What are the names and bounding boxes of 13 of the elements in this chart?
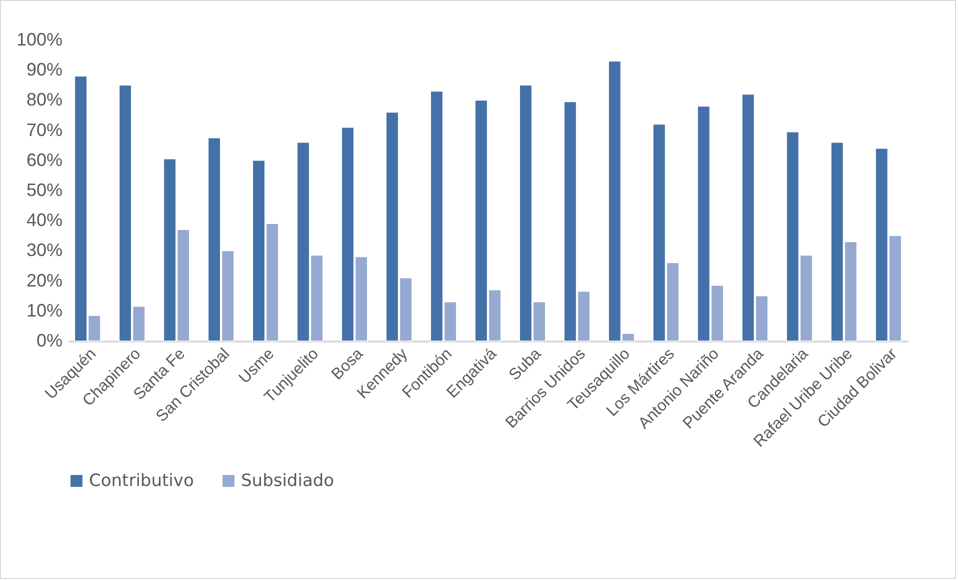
y-tick-label: 100% (16, 30, 62, 50)
y-tick-label: 90% (26, 60, 62, 80)
legend-label: Contributivo (89, 470, 194, 491)
y-tick-label: 60% (26, 150, 62, 170)
y-tick-label: 30% (26, 240, 62, 260)
y-tick-label: 20% (26, 270, 62, 290)
y-tick-label: 80% (26, 90, 62, 110)
legend-label: Subsidiado (241, 470, 334, 491)
y-tick-label: 50% (26, 180, 62, 200)
y-tick-label: 40% (26, 210, 62, 230)
y-tick-label: 0% (36, 330, 62, 350)
y-tick-label: 70% (26, 120, 62, 140)
y-tick-label: 10% (26, 300, 62, 320)
